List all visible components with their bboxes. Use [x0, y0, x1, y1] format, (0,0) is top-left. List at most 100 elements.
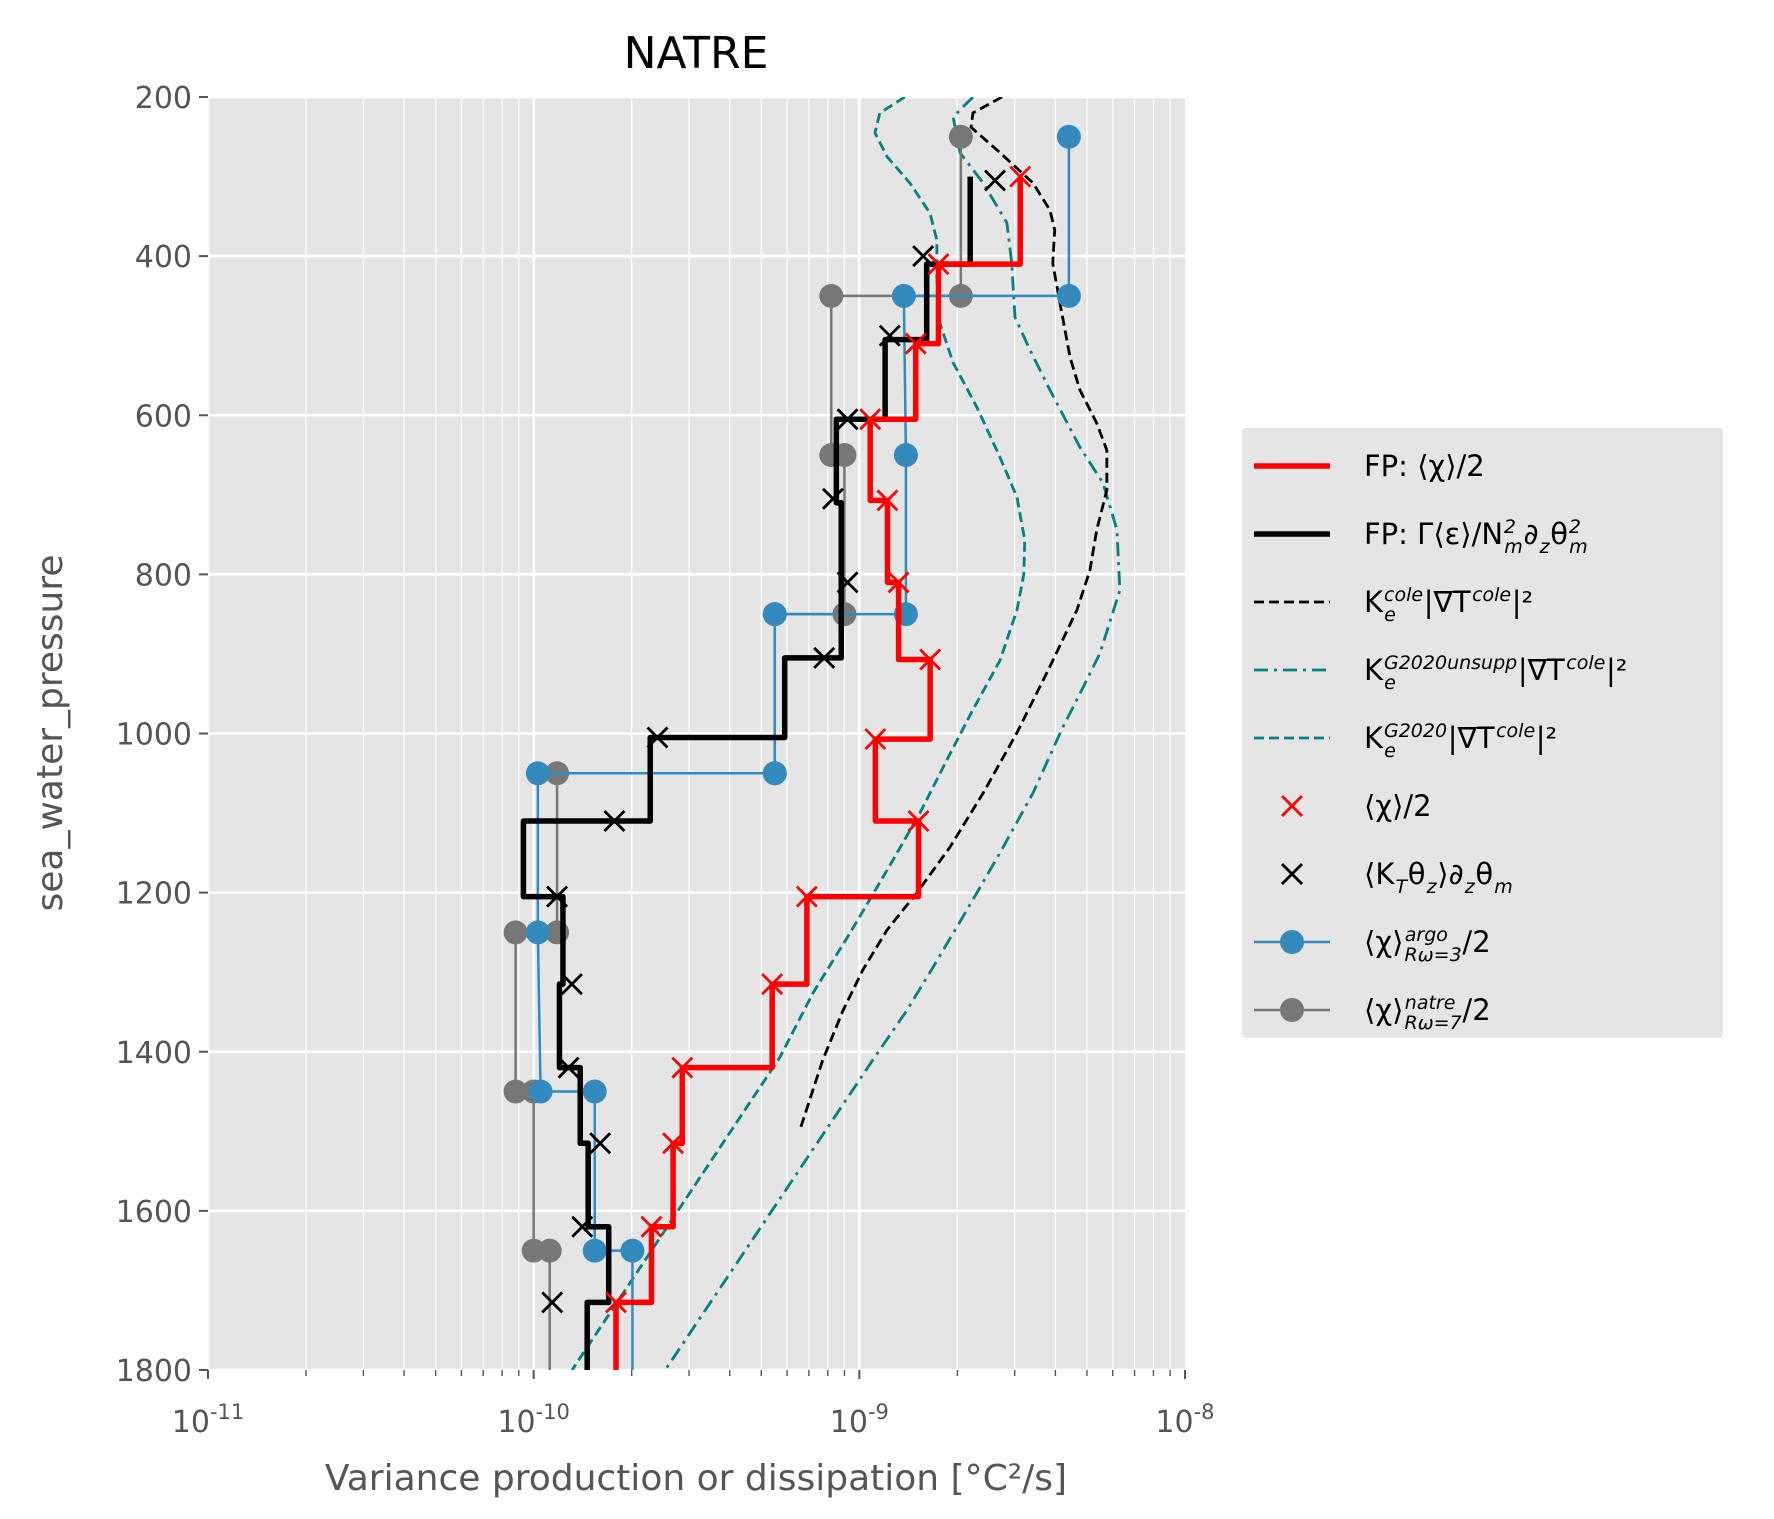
data-point: [525, 761, 550, 786]
x-tick-label: 10-10: [497, 1400, 570, 1440]
data-point: [537, 1238, 562, 1263]
y-tick-label: 800: [135, 558, 192, 593]
y-tick-label: 600: [135, 399, 192, 434]
x-marker-stroke: [795, 885, 818, 908]
series-6: [541, 169, 1007, 1314]
legend-item-ke-g2020: K_{e}^{G2020}|∇T^{cole}|²: [1242, 708, 1723, 768]
data-point: [891, 283, 916, 308]
legend-label: ⟨K_{T}θ_{z}⟩∂_{z}θ_{m}: [1364, 857, 1514, 898]
data-marker: [904, 332, 927, 355]
x-marker-stroke: [836, 571, 859, 594]
data-marker: [864, 728, 887, 751]
legend-swatch: [1254, 600, 1330, 604]
data-point: [762, 761, 787, 786]
x-marker-stroke: [640, 1215, 663, 1238]
x-marker-stroke: [589, 1132, 612, 1155]
series-4: [570, 97, 1027, 1370]
data-marker: [646, 726, 669, 749]
data-marker: [813, 646, 836, 669]
data-marker: [876, 489, 899, 512]
data-marker: [1009, 165, 1032, 188]
legend-marker: [1280, 930, 1304, 954]
data-marker: [919, 648, 942, 671]
data-marker: [795, 885, 818, 908]
x-marker-stroke: [646, 726, 669, 749]
data-marker: [984, 169, 1007, 192]
legend-label: ⟨χ⟩_{Rω=3}^{argo}/2: [1364, 924, 1491, 966]
data-marker: [662, 1132, 685, 1155]
x-marker-stroke: [912, 245, 935, 268]
legend-item-fp-chi: FP: ⟨χ⟩/2: [1242, 436, 1723, 496]
x-tick-label: 10-11: [172, 1400, 245, 1440]
y-tick-label: 1800: [116, 1354, 192, 1389]
x-marker-stroke: [919, 648, 942, 671]
data-marker: [836, 408, 859, 431]
x-marker-stroke: [864, 728, 887, 751]
x-marker-stroke: [571, 1215, 594, 1238]
x-marker-stroke: [1281, 795, 1303, 817]
y-tick-label: 1200: [116, 877, 192, 912]
x-marker-stroke: [560, 973, 583, 996]
data-marker: [912, 245, 935, 268]
x-marker-stroke: [761, 973, 784, 996]
series-5: [605, 165, 1032, 1314]
data-point: [503, 1079, 528, 1104]
data-point: [528, 1079, 553, 1104]
legend: FP: ⟨χ⟩/2 FP: Γ⟨ε⟩/N_{m}^{2}∂_{z}θ_{m}^{…: [1242, 428, 1723, 1038]
axes: 200 400 600 800 1000 1200 1400 1600 1800 10-11 10-…: [116, 81, 1215, 1440]
legend-label: K_{e}^{G2020unsupp}|∇T^{cole}|²: [1364, 652, 1628, 694]
data-point: [762, 602, 787, 627]
x-marker-stroke: [671, 1056, 694, 1079]
x-marker-stroke: [1281, 863, 1303, 885]
series-0: [613, 176, 1024, 1370]
data-marker: [603, 810, 626, 833]
data-point: [948, 124, 973, 149]
x-marker-stroke: [603, 810, 626, 833]
y-tick-label: 1600: [116, 1195, 192, 1230]
y-axis-label: sea_water_pressure: [30, 554, 71, 911]
series-group: [503, 97, 1122, 1370]
y-tick-label: 1000: [116, 718, 192, 753]
data-point: [1056, 283, 1081, 308]
curve-line: [570, 97, 1027, 1370]
legend-swatch: [1254, 998, 1330, 1022]
data-point: [582, 1079, 607, 1104]
x-marker-stroke: [557, 1056, 580, 1079]
legend-label: ⟨χ⟩_{Rω=7}^{natre}/2: [1364, 992, 1491, 1034]
data-point: [1056, 124, 1081, 149]
legend-marker: [1281, 795, 1303, 817]
legend-item-kt-markers: ⟨K_{T}θ_{z}⟩∂_{z}θ_{m}: [1242, 844, 1723, 904]
data-marker: [640, 1215, 663, 1238]
y-tick-label: 200: [135, 81, 192, 116]
x-marker-stroke: [984, 169, 1007, 192]
x-marker-stroke: [605, 1291, 628, 1314]
y-tick-label: 1400: [116, 1036, 192, 1071]
grid: [206, 95, 1185, 1372]
data-marker: [671, 1056, 694, 1079]
legend-swatch: [1254, 463, 1330, 469]
x-axis-label: Variance production or dissipation [°C²/…: [325, 1458, 1067, 1499]
data-point: [525, 920, 550, 945]
data-marker: [859, 408, 882, 431]
data-marker: [821, 487, 844, 510]
data-point: [503, 920, 528, 945]
data-point: [582, 1238, 607, 1263]
x-marker-stroke: [662, 1132, 685, 1155]
legend-swatch: [1281, 863, 1303, 885]
legend-marker: [1281, 863, 1303, 885]
x-marker-stroke: [859, 408, 882, 431]
x-tick-label: 10-9: [830, 1400, 889, 1440]
legend-swatch: [1254, 736, 1330, 740]
y-tick-label: 400: [135, 240, 192, 275]
chart-title: NATRE: [624, 28, 769, 79]
data-point: [819, 283, 844, 308]
data-marker: [589, 1132, 612, 1155]
legend-item-ke-cole: K_{e}^{cole}|∇T^{cole}|²: [1242, 572, 1723, 632]
data-point: [620, 1238, 645, 1263]
data-point: [893, 443, 918, 468]
data-marker: [887, 571, 910, 594]
series-7: [525, 124, 1081, 1370]
x-marker-stroke: [821, 487, 844, 510]
data-marker: [836, 571, 859, 594]
